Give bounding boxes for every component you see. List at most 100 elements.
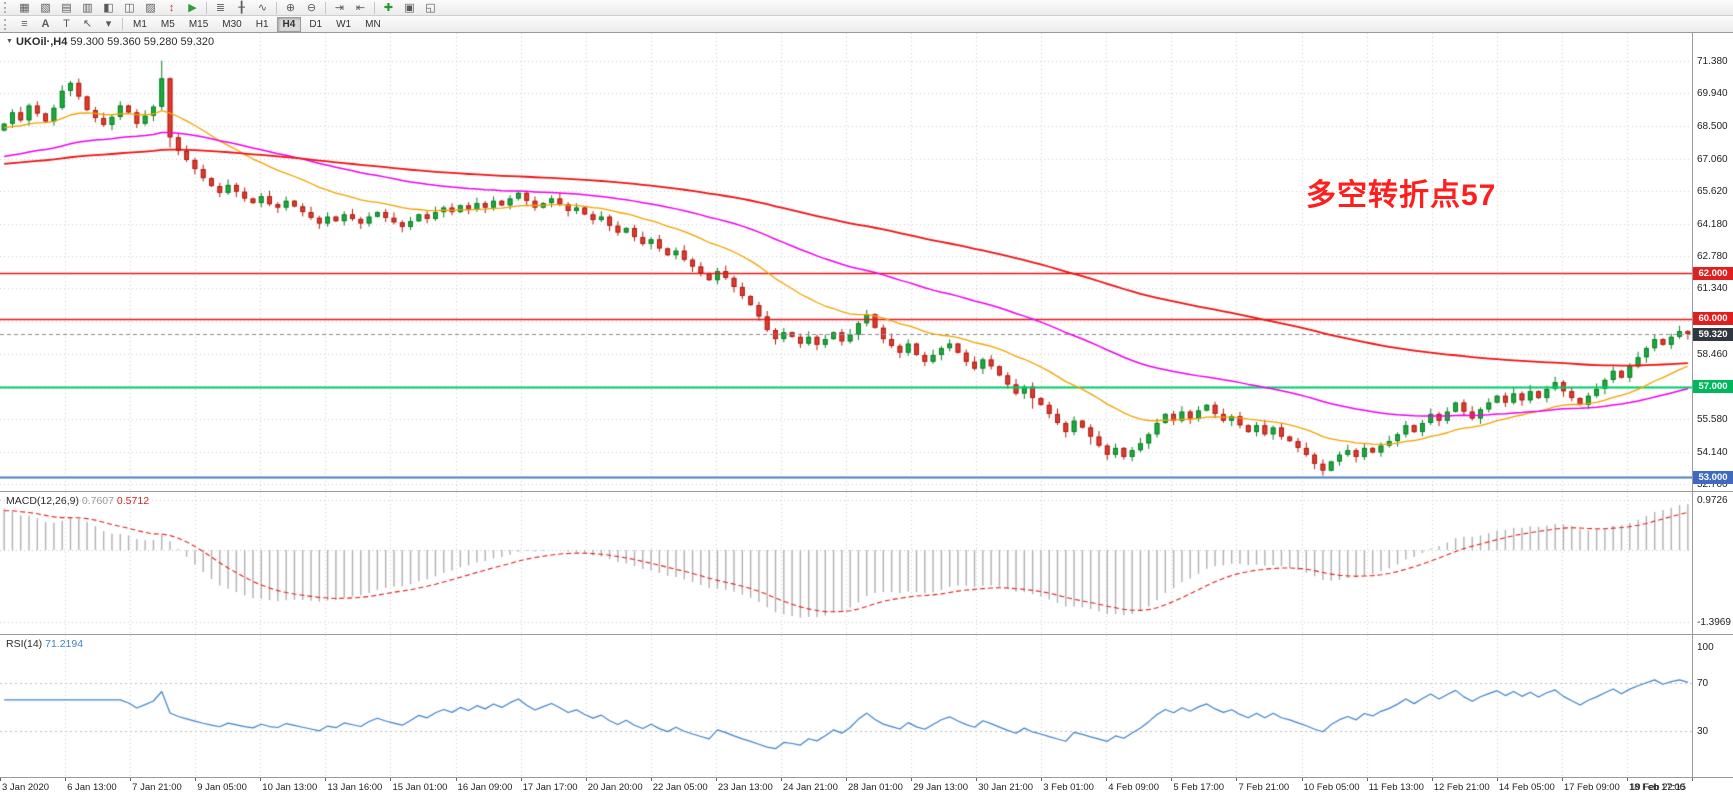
- cursor-tool-button[interactable]: ↖: [82, 18, 93, 30]
- date-label: 11 Feb 13:00: [1368, 782, 1424, 793]
- time-axis-tick: [325, 778, 326, 781]
- timeframe-m5-button[interactable]: M5: [160, 18, 175, 30]
- time-axis-tick: [1562, 778, 1563, 781]
- price-axis-label: 65.620: [1697, 186, 1728, 198]
- price-axis-label: 52.700: [1697, 479, 1728, 491]
- toolbar-drag-handle[interactable]: [4, 18, 10, 30]
- timeframe-m1-button[interactable]: M1: [133, 18, 147, 30]
- date-label: 30 Jan 21:00: [978, 782, 1034, 793]
- objects-list-button[interactable]: ≡: [21, 18, 28, 30]
- symbol-dropdown-icon[interactable]: ▼: [6, 38, 13, 45]
- price-axis-label: 71.380: [1697, 55, 1728, 67]
- toolbar-standard: ▦ ▧ ▤ ▥ ◧ ◫ ▨ ↕ ▶ ≣ ╂ ∿ ⊕ ⊖ ⇥ ⇤ ✚ ▣ ◱: [0, 0, 1733, 16]
- bar-chart-mode-button[interactable]: ≣: [215, 1, 226, 14]
- chart-text-annotation[interactable]: 多空转折点57: [1306, 179, 1497, 212]
- tools-dropdown-button[interactable]: ▾: [105, 18, 112, 30]
- time-axis-tick: [1692, 778, 1693, 781]
- rsi-name: RSI(14): [6, 638, 43, 650]
- time-axis-tick: [1302, 778, 1303, 781]
- date-label: 23 Jan 13:00: [717, 782, 773, 793]
- time-axis-tick: [1497, 778, 1498, 781]
- market-watch-button[interactable]: ▤: [61, 1, 72, 14]
- timeframe-mn-button[interactable]: MN: [365, 18, 381, 30]
- time-axis[interactable]: 3 Jan 2020 6 Jan 13:00 7 Jan 21:00 9 Jan 05…: [0, 777, 1733, 796]
- navigator-button[interactable]: ◧: [103, 1, 114, 14]
- macd-panel-canvas[interactable]: [0, 492, 1692, 634]
- time-periods-button[interactable]: ▣: [404, 1, 415, 14]
- timeframe-w1-button[interactable]: W1: [336, 18, 352, 30]
- indicators-button[interactable]: ✚: [383, 1, 394, 14]
- line-chart-mode-button[interactable]: ∿: [257, 1, 268, 14]
- date-label: 3 Jan 2020: [2, 782, 50, 793]
- time-axis-tick: [716, 778, 717, 781]
- date-label: 10 Feb 05:00: [1303, 782, 1360, 793]
- time-axis-tick: [1367, 778, 1368, 781]
- toolbar-separator: [276, 1, 277, 14]
- terminal-button[interactable]: ◫: [124, 1, 135, 14]
- panel-separator-macd[interactable]: [0, 491, 1733, 492]
- timeframe-m15-button[interactable]: M15: [188, 18, 209, 30]
- price-axis-label: 64.180: [1697, 218, 1728, 230]
- date-label: 7 Feb 21:00: [1238, 782, 1290, 793]
- toolbar-separator: [206, 1, 207, 14]
- templates-button[interactable]: ◱: [425, 1, 436, 14]
- time-axis-tick: [1432, 778, 1433, 781]
- zoom-out-button[interactable]: ⊖: [306, 1, 317, 14]
- date-label: 17 Feb 09:00: [1563, 782, 1620, 793]
- autotrading-button[interactable]: ▶: [188, 1, 197, 14]
- time-axis-tick: [781, 778, 782, 781]
- date-label: 24 Jan 21:00: [782, 782, 838, 793]
- timeframe-h1-button[interactable]: H1: [255, 18, 269, 30]
- time-axis-tick: [456, 778, 457, 781]
- date-label: 19 Feb 22:15: [1630, 782, 1686, 793]
- data-window-button[interactable]: ▥: [82, 1, 93, 14]
- timeframe-m30-button[interactable]: M30: [222, 18, 242, 30]
- new-order-button[interactable]: ↕: [168, 1, 175, 14]
- time-axis-tick: [1627, 778, 1628, 781]
- time-axis-tick: [1106, 778, 1107, 781]
- profiles-button[interactable]: ▧: [40, 1, 51, 14]
- macd-name: MACD(12,26,9): [6, 495, 79, 507]
- time-axis-tick: [1236, 778, 1237, 781]
- rsi-axis-label: 70: [1697, 678, 1709, 690]
- price-axis-label: 55.580: [1697, 413, 1728, 425]
- main-chart-canvas[interactable]: [0, 33, 1692, 491]
- hline-price-badge: 53.000: [1693, 470, 1733, 484]
- date-label: 17 Jan 17:00: [522, 782, 578, 793]
- macd-axis-label: -1.3969: [1697, 617, 1731, 629]
- price-axis-label: 62.780: [1697, 250, 1728, 262]
- price-axis-label: 61.340: [1697, 283, 1728, 295]
- new-chart-button[interactable]: ▦: [19, 1, 30, 14]
- time-axis-tick: [651, 778, 652, 781]
- timeframe-d1-button[interactable]: D1: [309, 18, 323, 30]
- symbol-name: UKOil·,H4: [16, 36, 68, 48]
- time-axis-tick: [1171, 778, 1172, 781]
- price-axis-label: 69.940: [1697, 88, 1728, 100]
- zoom-in-button[interactable]: ⊕: [285, 1, 296, 14]
- macd-signal-value: 0.5712: [116, 495, 150, 507]
- auto-scroll-button[interactable]: ⇥: [334, 1, 345, 14]
- date-label: 4 Feb 09:00: [1108, 782, 1160, 793]
- toolbar-drag-handle[interactable]: [4, 2, 10, 13]
- toolbar-separator: [374, 1, 375, 14]
- date-label: 15 Jan 01:00: [392, 782, 448, 793]
- price-axis[interactable]: [1692, 33, 1733, 777]
- macd-indicator-label: MACD(12,26,9) 0.7607 0.5712: [6, 495, 149, 507]
- time-axis-tick: [911, 778, 912, 781]
- time-axis-tick: [195, 778, 196, 781]
- ohlc-values: 59.300 59.360 59.280 59.320: [70, 36, 215, 48]
- rsi-panel-canvas[interactable]: [0, 635, 1692, 777]
- candlestick-mode-button[interactable]: ╂: [238, 1, 245, 14]
- text-label-button[interactable]: A: [41, 18, 50, 30]
- date-label: 6 Jan 13:00: [67, 782, 117, 793]
- date-label: 9 Jan 05:00: [197, 782, 247, 793]
- chart-shift-button[interactable]: ⇤: [355, 1, 366, 14]
- strategy-tester-button[interactable]: ▨: [145, 1, 156, 14]
- text-frame-button[interactable]: T: [63, 18, 70, 30]
- date-label: 18 Feb 17:00: [1628, 782, 1685, 793]
- time-axis-tick: [130, 778, 131, 781]
- date-label: 3 Feb 01:00: [1043, 782, 1094, 793]
- timeframe-h4-button[interactable]: H4: [276, 16, 302, 32]
- panel-separator-rsi[interactable]: [0, 634, 1733, 635]
